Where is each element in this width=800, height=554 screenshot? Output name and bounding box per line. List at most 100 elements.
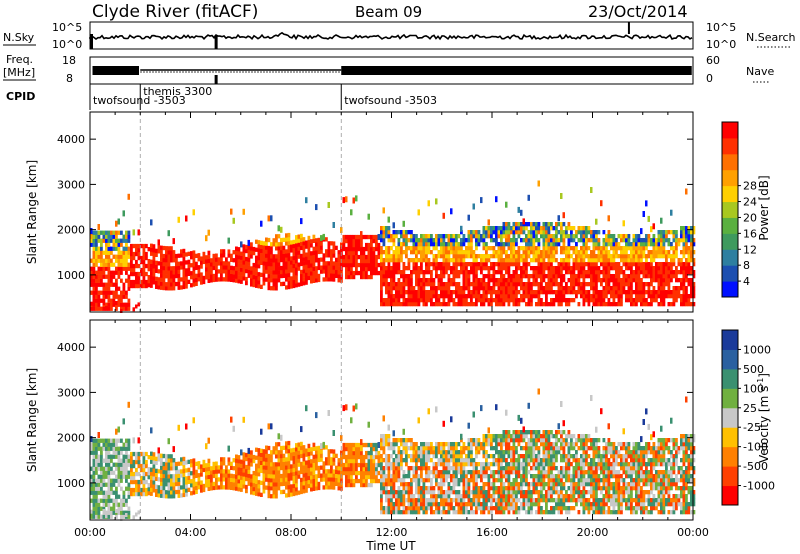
echo-cell	[522, 270, 526, 275]
echo-cell	[307, 243, 311, 249]
echo-cell	[525, 246, 528, 251]
echo-sparse	[590, 187, 593, 193]
echo-cell	[147, 475, 151, 480]
echo-cell	[380, 462, 383, 467]
echo-cell	[207, 250, 211, 255]
echo-cell	[120, 510, 123, 515]
echo-cell	[497, 258, 501, 263]
echo-cell	[275, 282, 278, 287]
echo-cell	[212, 257, 216, 263]
echo-cell	[455, 302, 458, 307]
echo-cell	[375, 462, 378, 468]
echo-cell	[287, 232, 291, 238]
echo-cell	[690, 286, 693, 291]
echo-cell	[460, 266, 463, 271]
echo-cell	[315, 258, 318, 263]
echo-cell	[645, 290, 648, 295]
echo-cell	[162, 245, 166, 251]
echo-cell	[557, 302, 561, 307]
echo-cell	[310, 243, 313, 248]
echo-cell	[270, 258, 273, 263]
echo-cell	[197, 265, 201, 270]
echo-cell	[497, 250, 501, 255]
echo-cell	[480, 298, 483, 303]
echo-cell	[547, 290, 551, 295]
echo-cell	[362, 250, 366, 256]
echo-cell	[635, 266, 638, 271]
echo-cell	[297, 246, 301, 251]
echo-cell	[392, 482, 396, 487]
echo-cell	[122, 454, 126, 459]
echo-cell	[495, 298, 498, 303]
echo-cell	[445, 282, 448, 287]
echo-cell	[395, 270, 398, 275]
echo-sparse	[340, 227, 343, 233]
echo-cell	[592, 278, 596, 283]
freq-spike	[214, 75, 218, 84]
echo-cell	[537, 274, 541, 279]
echo-cell	[397, 298, 401, 303]
echo-cell	[215, 253, 218, 258]
echo-cell	[617, 282, 621, 287]
echo-cell	[375, 470, 378, 476]
echo-cell	[337, 254, 341, 259]
echo-cell	[395, 478, 398, 483]
echo-cell	[410, 298, 413, 303]
echo-cell	[605, 254, 608, 259]
echo-cell	[622, 238, 626, 243]
echo-cell	[332, 457, 336, 462]
echo-cell	[182, 464, 186, 470]
echo-cell	[137, 471, 141, 477]
echo-cell	[577, 302, 581, 307]
echo-cell	[280, 273, 283, 279]
echo-cell	[667, 238, 671, 243]
echo-cell	[97, 438, 101, 443]
echo-sparse	[377, 442, 380, 448]
echo-cell	[287, 268, 291, 274]
echo-cell	[470, 266, 473, 271]
echo-cell	[317, 445, 321, 451]
echo-near	[90, 301, 93, 306]
echo-cell	[540, 302, 543, 307]
echo-cell	[520, 274, 523, 279]
echo-cell	[595, 278, 598, 283]
echo-cell	[102, 498, 106, 503]
echo-cell	[127, 250, 131, 255]
echo-cell	[385, 298, 388, 303]
echo-cell	[560, 222, 563, 227]
echo-sparse	[355, 403, 358, 410]
echo-cell	[387, 266, 391, 271]
echo-cell	[380, 298, 383, 303]
echo-cell	[440, 234, 443, 239]
echo-cell	[410, 490, 413, 495]
echo-cell	[672, 290, 676, 295]
echo-cell	[550, 234, 553, 239]
echo-cell	[625, 282, 628, 287]
echo-cell	[95, 482, 98, 487]
echo-cell	[182, 284, 186, 290]
echo-cell	[577, 226, 581, 231]
echo-cell	[417, 498, 421, 503]
echo-cell	[630, 270, 633, 275]
echo-cell	[625, 266, 628, 271]
echo-cell	[677, 270, 681, 275]
echo-cell	[467, 254, 471, 259]
echo-cell	[605, 282, 608, 287]
echo-cell	[515, 270, 518, 275]
echo-cell	[275, 494, 278, 499]
echo-cell	[95, 486, 98, 491]
echo-cell	[520, 298, 523, 303]
echo-cell	[265, 261, 268, 266]
echo-cell	[372, 474, 376, 480]
echo-cell	[162, 461, 166, 467]
echo-cell	[125, 242, 128, 247]
echo-cell	[175, 477, 178, 483]
echo-cell	[325, 461, 328, 466]
echo-cell	[90, 478, 93, 483]
echo-cell	[645, 302, 648, 307]
echo-cell	[287, 480, 291, 486]
echo-cell	[190, 275, 193, 280]
echo-cell	[272, 254, 276, 259]
echo-cell	[217, 257, 221, 262]
echo-cell	[387, 282, 391, 287]
